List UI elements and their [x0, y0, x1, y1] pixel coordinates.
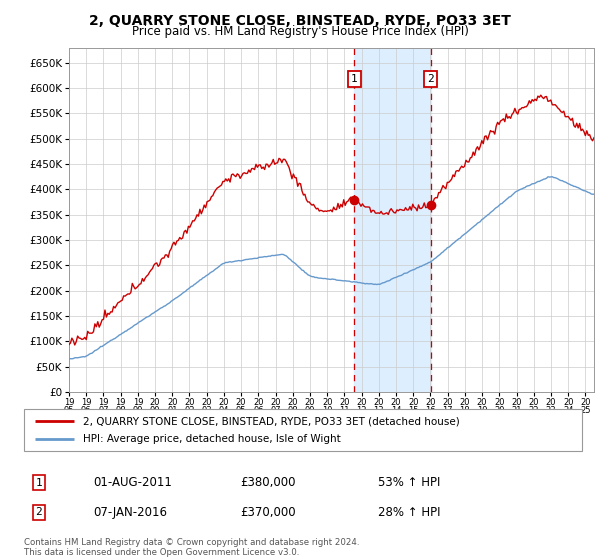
Text: 53% ↑ HPI: 53% ↑ HPI — [378, 476, 440, 489]
Text: 2: 2 — [35, 507, 43, 517]
Text: £380,000: £380,000 — [240, 476, 296, 489]
Text: 2, QUARRY STONE CLOSE, BINSTEAD, RYDE, PO33 3ET: 2, QUARRY STONE CLOSE, BINSTEAD, RYDE, P… — [89, 14, 511, 28]
Bar — [355, 48, 431, 392]
Text: £370,000: £370,000 — [240, 506, 296, 519]
Text: Price paid vs. HM Land Registry's House Price Index (HPI): Price paid vs. HM Land Registry's House … — [131, 25, 469, 38]
Text: 28% ↑ HPI: 28% ↑ HPI — [378, 506, 440, 519]
Text: 1: 1 — [35, 478, 43, 488]
Text: Contains HM Land Registry data © Crown copyright and database right 2024.
This d: Contains HM Land Registry data © Crown c… — [24, 538, 359, 557]
Text: 2, QUARRY STONE CLOSE, BINSTEAD, RYDE, PO33 3ET (detached house): 2, QUARRY STONE CLOSE, BINSTEAD, RYDE, P… — [83, 417, 460, 426]
FancyBboxPatch shape — [24, 409, 582, 451]
Text: 01-AUG-2011: 01-AUG-2011 — [93, 476, 172, 489]
Text: 07-JAN-2016: 07-JAN-2016 — [93, 506, 167, 519]
Text: 1: 1 — [351, 74, 358, 84]
Text: HPI: Average price, detached house, Isle of Wight: HPI: Average price, detached house, Isle… — [83, 434, 340, 444]
Text: 2: 2 — [427, 74, 434, 84]
